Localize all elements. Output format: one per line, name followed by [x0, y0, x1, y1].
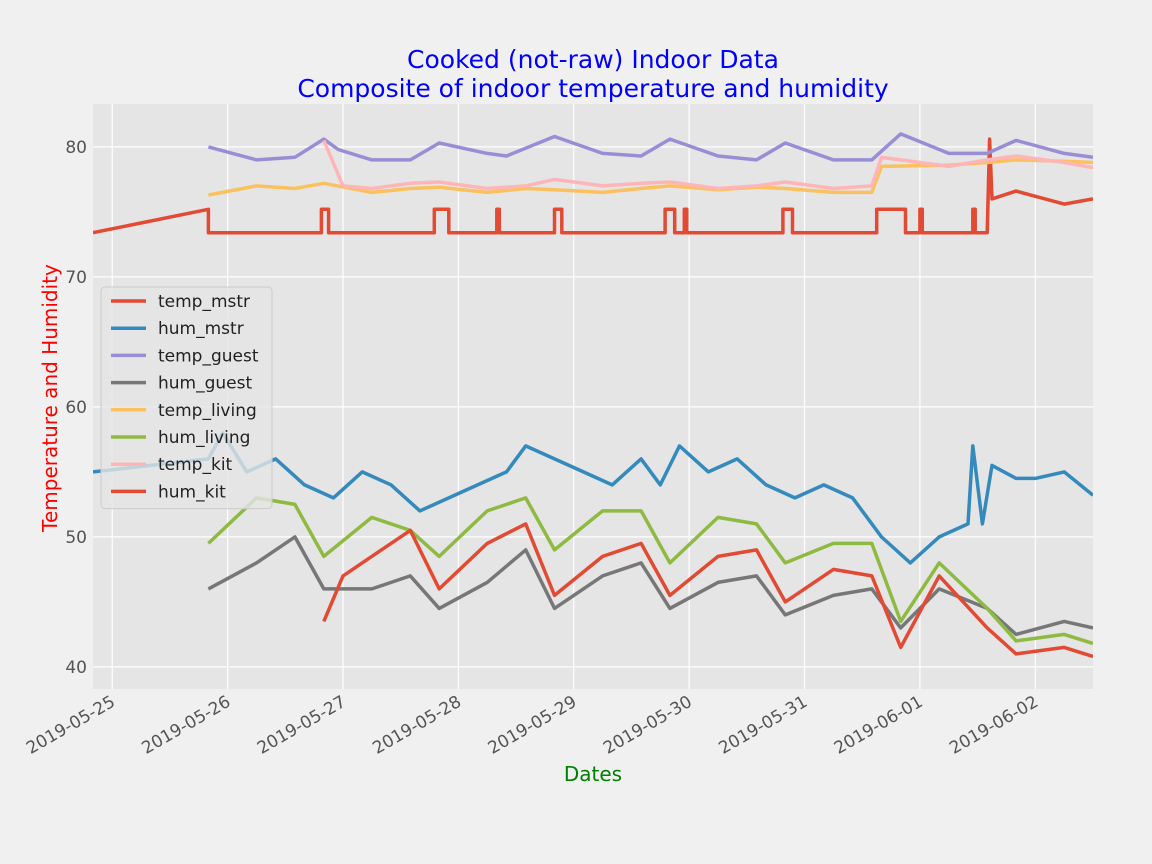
y-tick-label: 70 — [65, 268, 87, 288]
y-tick-label: 80 — [65, 138, 87, 158]
series-line-temp-guest — [207, 132, 1093, 162]
x-axis-label: Dates — [564, 762, 622, 786]
chart-title-line-1: Cooked (not-raw) Indoor Data — [407, 45, 779, 74]
series-line-temp-mstr — [93, 137, 1093, 235]
series-line-hum-guest — [207, 535, 1093, 637]
legend-frame — [100, 286, 273, 510]
legend-entry-label: temp_living — [158, 401, 257, 421]
legend-entry-label: hum_living — [158, 428, 250, 448]
series-line-hum-living — [207, 496, 1093, 646]
series-line-hum-kit — [322, 522, 1093, 659]
legend: temp_mstr hum_mstr temp_guest hum_guesttemp… — [100, 286, 273, 510]
y-tick-label: 60 — [65, 398, 87, 418]
y-axis-label: Temperature and Humidity — [38, 264, 62, 533]
legend-entry-label: hum_mstr — [158, 319, 244, 339]
y-tick-label: 40 — [65, 658, 87, 678]
legend-entry-label: hum_kit — [158, 482, 226, 502]
legend-entry-label: hum_guest — [158, 374, 252, 394]
chart-title-line-2: Composite of indoor temperature and humi… — [297, 74, 889, 103]
series-line-hum-mstr — [93, 431, 1093, 565]
y-tick-label: 50 — [65, 528, 87, 548]
legend-entry-label: temp_mstr — [158, 292, 250, 312]
series-line-temp-kit — [322, 139, 1093, 191]
legend-entry-label: temp_kit — [158, 455, 233, 475]
legend-entry-label: temp_guest — [158, 346, 259, 366]
